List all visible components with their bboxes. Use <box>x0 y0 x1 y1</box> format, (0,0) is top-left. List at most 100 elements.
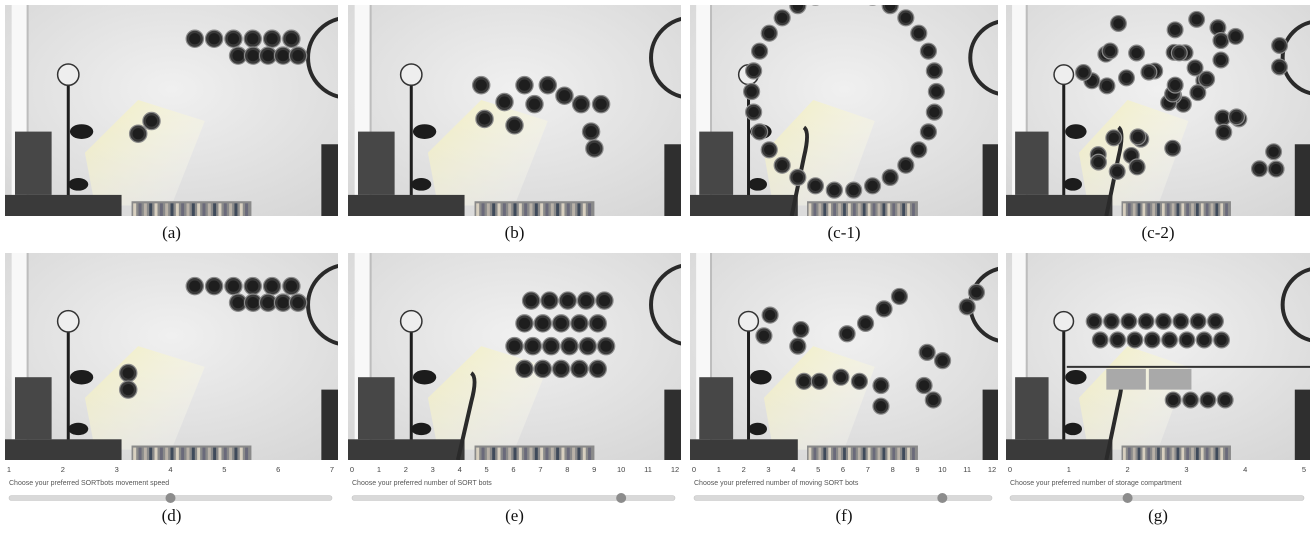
lamp-head <box>401 311 422 332</box>
book <box>818 448 821 460</box>
book <box>133 448 136 460</box>
lamp-head <box>58 311 79 332</box>
book <box>540 203 543 216</box>
book <box>833 203 836 216</box>
slider-tick-label: 5 <box>222 465 226 474</box>
book <box>1138 448 1141 460</box>
book <box>149 203 152 216</box>
sort-bot-inner <box>764 145 774 155</box>
book <box>519 203 522 216</box>
book <box>208 203 211 216</box>
book <box>892 448 895 460</box>
book <box>1167 448 1170 460</box>
book <box>823 448 826 460</box>
spot-lamp <box>749 423 767 435</box>
slider-tick-label: 9 <box>592 465 596 474</box>
sort-bot-inner <box>575 99 586 110</box>
book <box>838 448 841 460</box>
sort-bot-inner <box>1203 395 1213 405</box>
sort-bot-inner <box>1112 166 1122 176</box>
scene-image <box>2 5 388 220</box>
book <box>476 448 479 460</box>
book <box>535 448 538 460</box>
compartment <box>1149 369 1192 390</box>
book <box>240 448 243 460</box>
sort-bot-inner <box>519 363 530 374</box>
book <box>482 203 485 216</box>
slider-tick-label: 6 <box>841 465 845 474</box>
sort-bot-inner <box>592 363 603 374</box>
sort-bot-inner <box>146 115 157 126</box>
spot-lamp <box>1064 423 1082 435</box>
sort-bot-inner <box>914 28 924 38</box>
sort-bot-inner <box>208 33 219 44</box>
lamp-head <box>739 311 759 331</box>
book <box>1196 448 1199 460</box>
sort-bot-inner <box>228 280 239 291</box>
scene-image <box>687 0 1044 220</box>
slider-track <box>352 496 675 501</box>
spot-lamp <box>1064 178 1082 191</box>
spot-lamp <box>411 423 431 435</box>
desk <box>2 195 122 220</box>
sort-bot-inner <box>854 376 864 386</box>
book <box>545 448 548 460</box>
book <box>229 203 232 216</box>
slider-prompt: Choose your preferred SORTbots movement … <box>9 480 169 487</box>
sort-bot-inner <box>810 0 820 2</box>
book <box>873 203 876 216</box>
sort-bot-inner <box>901 13 911 23</box>
sort-bot-inner <box>599 295 610 306</box>
book <box>1215 203 1218 216</box>
book <box>814 448 817 460</box>
book <box>186 448 189 460</box>
sort-bot-inner <box>1176 316 1186 326</box>
spot-lamp <box>70 124 93 139</box>
book <box>572 448 575 460</box>
book <box>181 203 184 216</box>
sort-bot-inner <box>1121 73 1131 83</box>
book <box>1162 448 1165 460</box>
book <box>833 448 836 460</box>
book <box>1177 203 1180 216</box>
book <box>176 203 179 216</box>
slider-tick-label: 5 <box>1302 465 1306 474</box>
book <box>202 448 205 460</box>
slider-tick-label: 0 <box>1008 465 1012 474</box>
book <box>545 203 548 216</box>
book <box>1191 203 1194 216</box>
sort-bot-inner <box>848 185 858 195</box>
book <box>814 203 817 216</box>
slider-handle[interactable] <box>616 493 626 503</box>
book <box>224 448 227 460</box>
book <box>1142 448 1145 460</box>
book <box>1172 448 1175 460</box>
book <box>883 203 886 216</box>
book <box>1157 203 1160 216</box>
book <box>567 448 570 460</box>
book <box>1191 448 1194 460</box>
book <box>133 203 136 216</box>
sort-bot-inner <box>509 120 520 131</box>
book <box>529 448 532 460</box>
slider-handle[interactable] <box>1123 493 1133 503</box>
monitor <box>699 132 733 195</box>
desk <box>687 195 798 220</box>
sort-bot-inner <box>519 318 530 329</box>
slider-handle[interactable] <box>166 493 176 503</box>
book <box>1206 448 1209 460</box>
slider-tick-label: 7 <box>866 465 870 474</box>
slider-tick-label: 3 <box>115 465 119 474</box>
spot-lamp <box>68 423 88 435</box>
sort-bot-inner <box>1131 48 1141 58</box>
book <box>514 448 517 460</box>
slider-tick-label: 10 <box>617 465 625 474</box>
sort-bot-inner <box>1185 395 1195 405</box>
book <box>524 448 527 460</box>
book <box>492 448 495 460</box>
sort-bot-inner <box>544 295 555 306</box>
slider-handle[interactable] <box>937 493 947 503</box>
sort-bot-inner <box>266 280 277 291</box>
sort-bot-inner <box>555 318 566 329</box>
book <box>577 203 580 216</box>
